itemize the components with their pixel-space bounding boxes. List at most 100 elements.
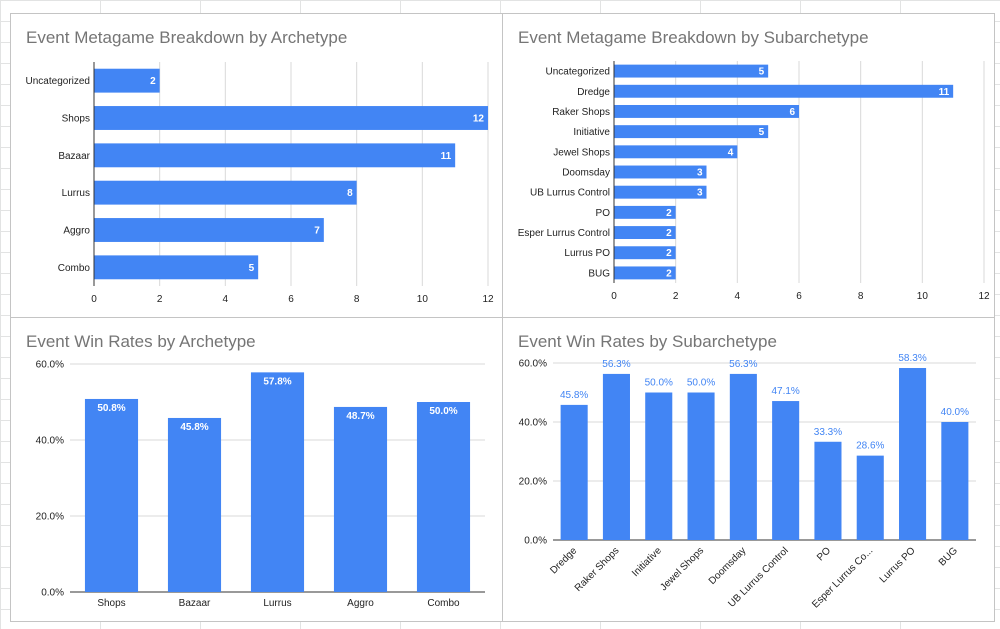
y-tick-label: 0.0% [41, 588, 64, 599]
bar [614, 165, 707, 179]
chart-subarchetype-winrates: Event Win Rates by Subarchetype 0.0% 20.0%… [518, 332, 976, 611]
category-label: Doomsday [562, 168, 610, 179]
data-label: 48.7% [346, 411, 374, 422]
x-tick-label: 6 [796, 291, 802, 302]
chart-panel-subarchetype-breakdown[interactable]: Event Metagame Breakdown by Subarchetype… [502, 13, 995, 318]
bar [614, 104, 799, 118]
category-label: PO [815, 545, 833, 563]
category-label: Combo [58, 263, 91, 274]
data-label: 11 [939, 87, 950, 98]
category-label: Initiative [573, 127, 610, 138]
bar [645, 392, 673, 540]
x-tick-label: 4 [735, 291, 741, 302]
bar [856, 455, 884, 540]
data-label: 8 [347, 188, 353, 199]
bar [614, 125, 769, 139]
y-tick-label: 20.0% [519, 477, 547, 488]
category-label: Dredge [548, 545, 579, 576]
y-tick-label: 40.0% [519, 418, 547, 429]
x-tick-label: 0 [91, 294, 97, 305]
data-label: 2 [666, 228, 672, 239]
data-label: 2 [150, 76, 156, 87]
data-label: 45.8% [180, 422, 208, 433]
category-label: Initiative [630, 545, 664, 579]
category-label: Jewel Shops [658, 545, 706, 593]
x-tick-label: 2 [673, 291, 679, 302]
bar [416, 402, 471, 592]
y-tick-label: 0.0% [524, 536, 547, 547]
bar [250, 372, 305, 592]
x-tick-label: 6 [288, 294, 294, 305]
x-tick-label: 12 [978, 291, 990, 302]
category-label: Combo [427, 598, 460, 609]
data-label: 47.1% [771, 386, 799, 397]
y-tick-label: 20.0% [36, 512, 64, 523]
bar [94, 218, 324, 242]
chart-subarchetype-breakdown: Event Metagame Breakdown by Subarchetype… [518, 28, 990, 302]
bar [614, 64, 769, 78]
category-label: Lurrus PO [564, 248, 610, 259]
data-label: 3 [697, 168, 703, 179]
data-label: 58.3% [898, 353, 926, 364]
data-label: 4 [728, 147, 734, 158]
chart-panel-archetype-breakdown[interactable]: Event Metagame Breakdown by Archetype 0 2 4… [10, 13, 503, 318]
x-tick-label: 10 [417, 294, 429, 305]
data-label: 11 [441, 151, 452, 162]
category-label: Lurrus [263, 598, 291, 609]
bar [614, 205, 676, 219]
data-label: 50.0% [645, 378, 673, 389]
chart-title: Event Win Rates by Subarchetype [518, 332, 777, 351]
data-label: 57.8% [263, 376, 291, 387]
bar [94, 68, 160, 93]
category-label: Aggro [63, 226, 90, 237]
category-label: Uncategorized [546, 67, 610, 78]
category-label: Shops [62, 114, 90, 125]
y-tick-label: 40.0% [36, 436, 64, 447]
bar [614, 185, 707, 199]
chart-archetype-breakdown: Event Metagame Breakdown by Archetype 0 2 4… [26, 28, 494, 305]
data-label: 5 [249, 263, 255, 274]
category-label: BUG [937, 545, 960, 568]
category-label: Lurrus [62, 188, 90, 199]
x-tick-label: 10 [917, 291, 929, 302]
category-label: Uncategorized [26, 76, 90, 87]
bar [614, 226, 676, 240]
data-label: 45.8% [560, 390, 588, 401]
category-label: Bazaar [58, 151, 90, 162]
category-label: Raker Shops [552, 107, 610, 118]
bar [94, 180, 357, 205]
y-tick-label: 60.0% [519, 359, 547, 370]
data-label: 28.6% [856, 441, 884, 452]
data-label: 12 [473, 114, 485, 125]
bar [94, 255, 259, 280]
bar [729, 373, 757, 540]
category-label: Shops [97, 598, 125, 609]
category-label: Jewel Shops [553, 147, 610, 158]
bar [614, 246, 676, 260]
category-label: Bazaar [179, 598, 211, 609]
bar [614, 84, 954, 98]
category-label: BUG [588, 268, 610, 279]
category-label: PO [596, 208, 611, 219]
bar [687, 392, 715, 540]
chart-panel-archetype-winrates[interactable]: Event Win Rates by Archetype 0.0% 20.0% 40.… [10, 317, 503, 622]
bar [814, 441, 842, 540]
chart-title: Event Metagame Breakdown by Subarchetype [518, 28, 869, 47]
chart-title: Event Win Rates by Archetype [26, 332, 256, 351]
data-label: 5 [759, 127, 765, 138]
bar [899, 368, 927, 540]
chart-panel-subarchetype-winrates[interactable]: Event Win Rates by Subarchetype 0.0% 20.0%… [502, 317, 995, 622]
chart-title: Event Metagame Breakdown by Archetype [26, 28, 347, 47]
bar [94, 143, 456, 168]
x-tick-label: 12 [482, 294, 494, 305]
x-tick-label: 8 [858, 291, 864, 302]
data-label: 33.3% [814, 427, 842, 438]
x-tick-label: 0 [611, 291, 617, 302]
data-label: 2 [666, 208, 672, 219]
data-label: 50.0% [429, 406, 457, 417]
data-label: 40.0% [941, 407, 969, 418]
category-label: Esper Lurrus Control [518, 228, 610, 239]
x-tick-label: 4 [223, 294, 229, 305]
bar [941, 422, 969, 540]
bar [614, 266, 676, 280]
